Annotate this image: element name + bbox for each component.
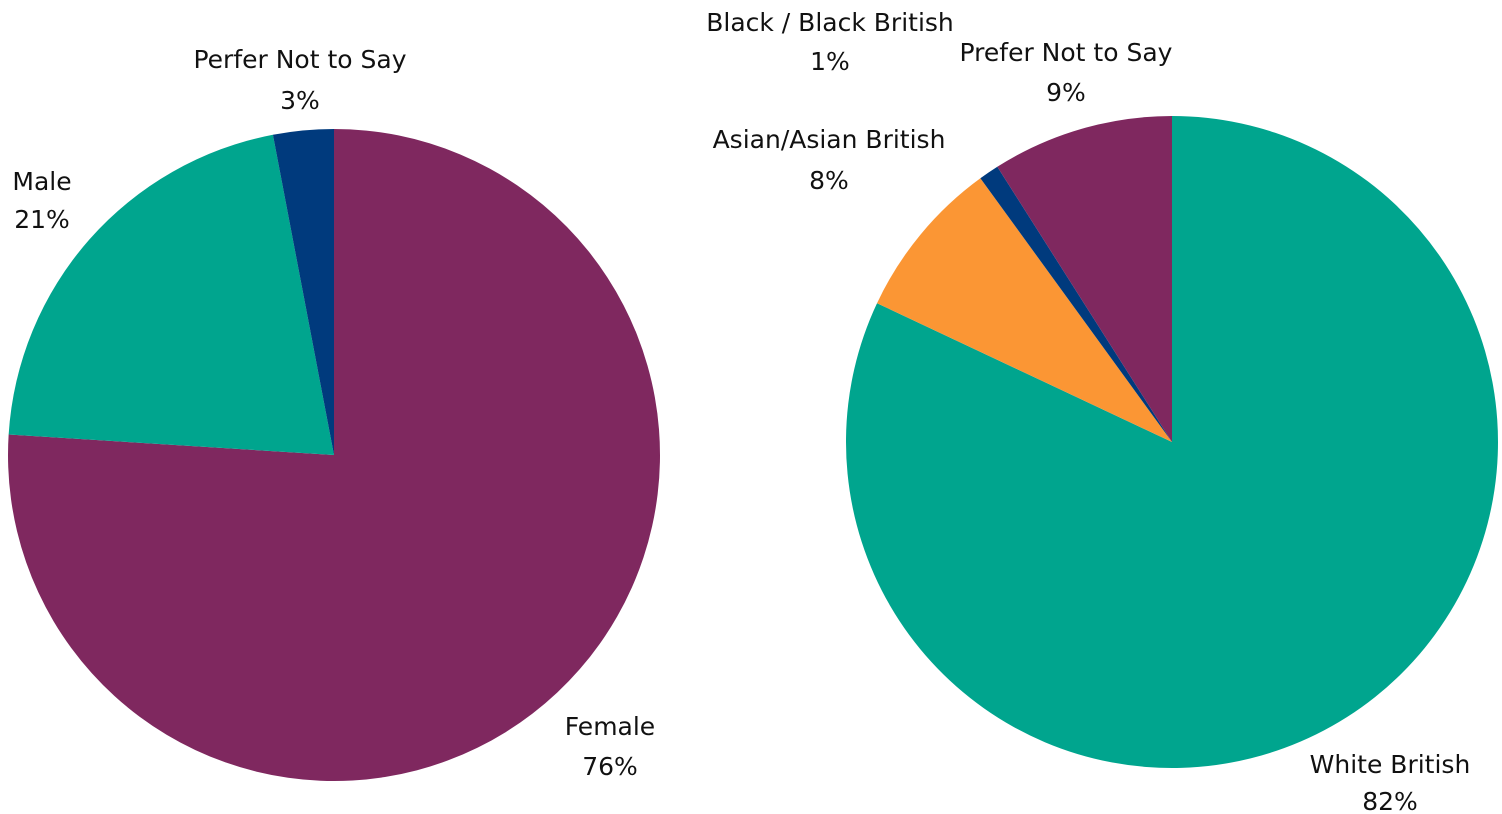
slice-label-perfer-not-to-say: Perfer Not to Say xyxy=(193,45,406,74)
pie-slice-prefer-not-to-say xyxy=(997,116,1172,442)
slice-label-male: Male xyxy=(12,167,71,196)
pie-slice-black-black-british xyxy=(980,166,1172,443)
slice-value-asian-asian-british: 8% xyxy=(809,166,849,195)
pie-slice-asian-asian-british xyxy=(877,178,1172,443)
slice-label-prefer-not-to-say: Prefer Not to Say xyxy=(960,38,1173,67)
slice-label-asian-asian-british: Asian/Asian British xyxy=(713,125,946,154)
pie-slice-male xyxy=(8,134,335,455)
slice-value-perfer-not-to-say: 3% xyxy=(280,86,320,115)
pie-slice-perfer-not-to-say xyxy=(272,129,334,455)
slice-value-white-british: 82% xyxy=(1362,787,1418,814)
slice-label-white-british: White British xyxy=(1310,750,1471,779)
pie-slice-white-british xyxy=(845,116,1498,768)
slice-label-female: Female xyxy=(565,712,655,741)
slice-value-female: 76% xyxy=(582,752,638,781)
pie-slice-female xyxy=(7,129,661,781)
slice-value-prefer-not-to-say: 9% xyxy=(1046,78,1086,107)
pie-chart-1: Female 76% Male 21% Perfer Not to Say 3% xyxy=(7,45,661,781)
pie-chart-2: White British 82% Asian/Asian British 8% Bla… xyxy=(706,8,1498,814)
slice-value-male: 21% xyxy=(14,205,70,234)
slice-label-black-black-british: Black / Black British xyxy=(706,8,954,37)
slice-value-black-black-british: 1% xyxy=(810,47,850,76)
